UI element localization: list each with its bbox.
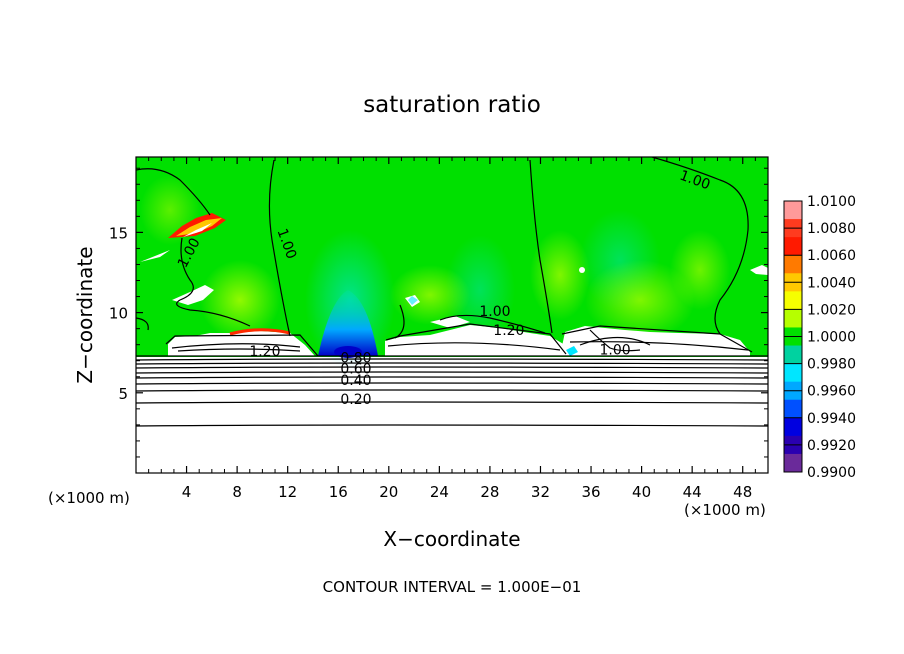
- contour-label: 0.60: [340, 362, 371, 378]
- contour-label: 0.80: [340, 350, 371, 366]
- colorbar-label: 0.9960: [807, 384, 856, 400]
- colorbar-label: 1.0020: [807, 302, 856, 318]
- contour-label: 1.20: [249, 344, 280, 360]
- x-tick-label: 12: [278, 483, 297, 501]
- x-tick-label: 20: [379, 483, 398, 501]
- x-unit-right: (×1000 m): [684, 501, 766, 519]
- x-tick-label: 16: [329, 483, 348, 501]
- contour-lines: [136, 157, 768, 427]
- cloud-regions: [140, 213, 768, 356]
- colorbar-swatch: [784, 363, 802, 383]
- x-axis-label: X−coordinate: [383, 527, 520, 551]
- x-tick-label: 44: [683, 483, 702, 501]
- colorbar-label: 0.9920: [807, 438, 856, 454]
- x-axis-ticks: 4 8 12 16 20 24 28 32 36 40 44 48: [148, 157, 756, 501]
- colorbar-label: 1.0040: [807, 275, 856, 291]
- colorbar-label: 1.0100: [807, 194, 856, 210]
- x-tick-label: 36: [581, 483, 600, 501]
- colorbar: 1.0100 1.0080 1.0060 1.0040 1.0020 1.0000 0.99…: [783, 194, 856, 481]
- colorbar-swatch: [784, 255, 802, 274]
- colorbar-swatch: [784, 345, 802, 365]
- colorbar-swatch: [784, 399, 802, 419]
- contour-label: 0.20: [340, 392, 371, 408]
- contour-label: 1.00: [479, 304, 510, 320]
- y-tick-label: 15: [109, 224, 128, 242]
- colorbar-swatch: [784, 453, 802, 473]
- x-tick-label: 48: [733, 483, 752, 501]
- chart-title: saturation ratio: [363, 92, 541, 118]
- colorbar-swatch: [784, 309, 802, 328]
- colorbar-swatch: [784, 237, 802, 256]
- plot-area: 1.00 1.001.001.001.201.20 1.000.800.600.40…: [136, 157, 768, 473]
- lower-layer: [136, 357, 768, 473]
- colorbar-label: 0.9940: [807, 411, 856, 427]
- colorbar-label: 1.0000: [807, 330, 856, 346]
- contour-label: 1.00: [599, 342, 630, 358]
- colorbar-label: 0.9980: [807, 357, 856, 373]
- x-tick-label: 32: [531, 483, 550, 501]
- x-unit-left: (×1000 m): [48, 489, 130, 507]
- x-tick-label: 28: [480, 483, 499, 501]
- contour-label: 0.40: [340, 373, 371, 389]
- x-tick-label: 4: [182, 483, 192, 501]
- x-tick-label: 8: [232, 483, 242, 501]
- colorbar-label: 0.9900: [807, 465, 856, 481]
- colorbar-label: 1.0060: [807, 248, 856, 264]
- contour-label: 1.20: [493, 323, 524, 339]
- contour-interval-note: CONTOUR INTERVAL = 1.000E−01: [323, 578, 582, 596]
- x-tick-label: 40: [632, 483, 651, 501]
- y-tick-label: 5: [118, 385, 128, 403]
- y-tick-label: 10: [109, 305, 128, 323]
- colorbar-label: 1.0080: [807, 221, 856, 237]
- colorbar-swatch: [784, 291, 802, 310]
- y-axis-ticks: 5 10 15: [109, 167, 768, 458]
- colorbar-swatch: [784, 201, 802, 220]
- x-tick-label: 24: [430, 483, 449, 501]
- field-shading: [140, 175, 730, 370]
- y-axis-label: Z−coordinate: [73, 246, 97, 383]
- colorbar-swatch: [784, 417, 802, 437]
